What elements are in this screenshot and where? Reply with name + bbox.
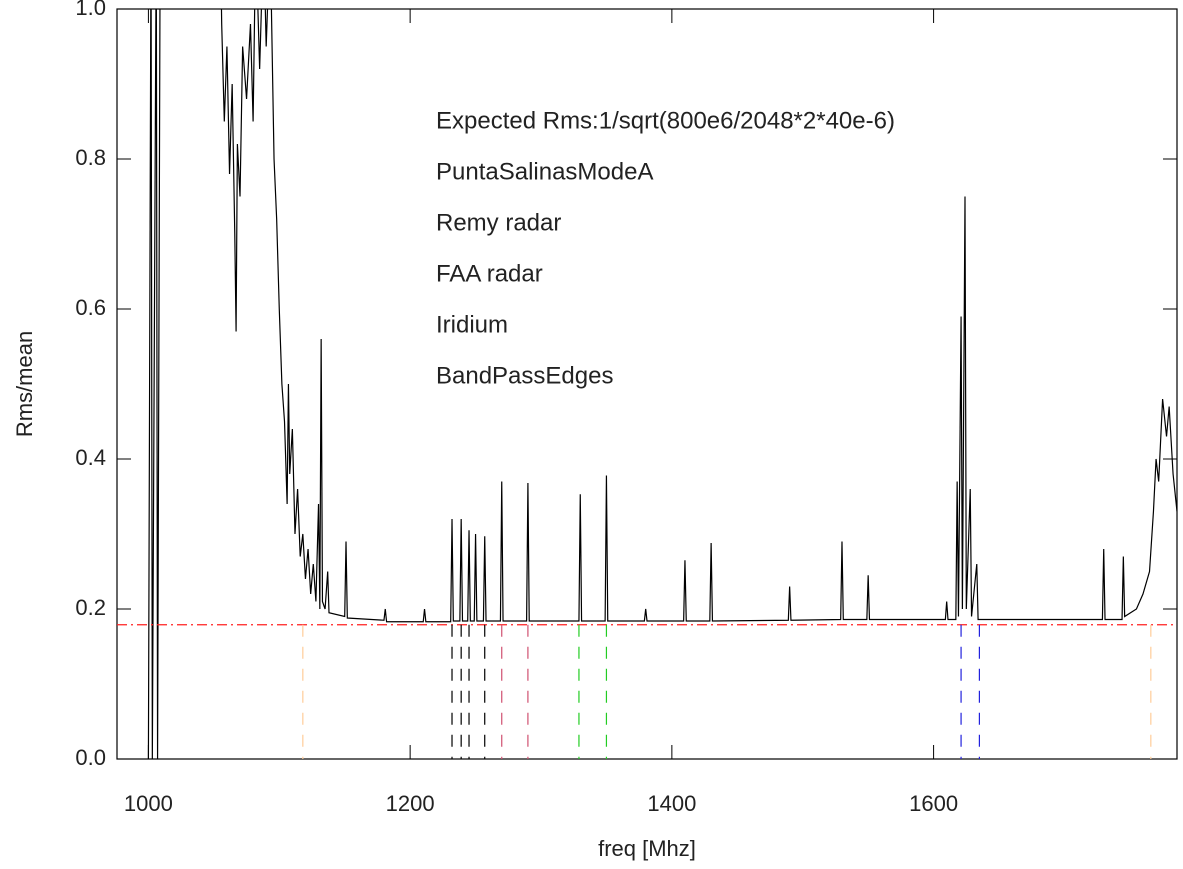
data-line [147, 9, 1177, 759]
y-tick-label: 0.6 [75, 295, 106, 320]
y-tick-label: 0.8 [75, 145, 106, 170]
x-tick-label: 1600 [909, 791, 958, 816]
plot-frame [116, 8, 1178, 760]
y-tick-label: 0.2 [75, 595, 106, 620]
x-tick-label: 1200 [386, 791, 435, 816]
y-tick-label: 1.0 [75, 0, 106, 20]
plot-area [117, 9, 1177, 759]
y-tick-label: 0.4 [75, 445, 106, 470]
legend-label: Expected Rms:1/sqrt(800e6/2048*2*40e-6) [436, 107, 895, 134]
x-axis-label: freq [Mhz] [598, 836, 696, 861]
x-tick-label: 1400 [647, 791, 696, 816]
legend-label: Iridium [436, 311, 508, 338]
y-axis-label: Rms/mean [12, 331, 37, 437]
legend-label: BandPassEdges [436, 362, 613, 389]
x-tick-label: 1000 [124, 791, 173, 816]
legend-label: PuntaSalinasModeA [436, 158, 653, 185]
legend-label: FAA radar [436, 260, 543, 287]
y-tick-label: 0.0 [75, 745, 106, 770]
legend-label: Remy radar [436, 209, 561, 236]
